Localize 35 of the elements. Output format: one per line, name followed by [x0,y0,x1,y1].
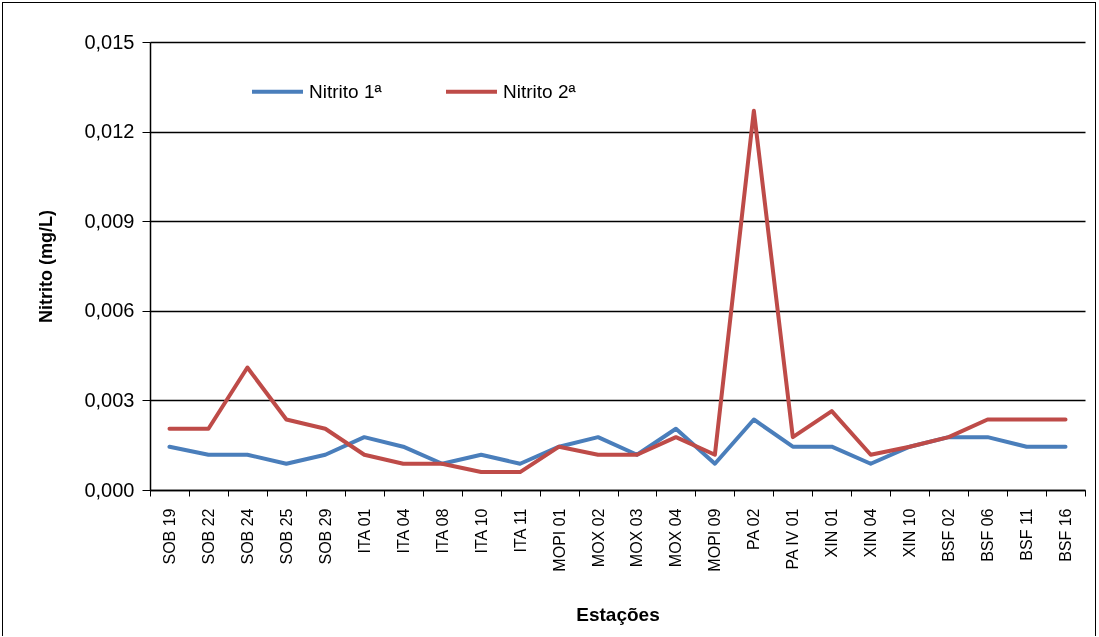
legend-label: Nitrito 2ª [503,80,577,102]
y-axis-title: Nitrito (mg/L) [36,210,57,323]
y-tick-label: 0,012 [84,120,135,143]
x-tick-label: BSF 16 [1057,508,1075,562]
x-tick-label: SOB 24 [238,508,256,565]
x-tick-label: MOX 02 [589,508,607,568]
x-tick-label: MOX 04 [667,508,685,568]
x-tick-label: SOB 22 [199,508,217,565]
x-tick-label: XIN 04 [862,508,880,558]
x-tick-label: SOB 25 [277,508,295,565]
x-axis-title: Estações [576,603,660,625]
x-tick-label: ITA 04 [394,508,412,554]
x-tick-label: XIN 01 [823,508,841,558]
x-tick-label: ITA 10 [472,508,490,554]
x-tick-label: BSF 02 [940,508,958,562]
x-tick-label: BSF 11 [1018,508,1036,561]
x-tick-label: XIN 10 [901,508,919,558]
y-tick-label: 0,015 [84,30,135,53]
x-tick-label: MOPI 01 [550,508,568,572]
x-tick-label: SOB 29 [316,508,334,565]
x-tick-label: ITA 01 [355,508,373,554]
x-tick-label: BSF 06 [979,508,997,562]
y-tick-label: 0,006 [84,299,135,322]
y-tick-label: 0,009 [84,209,135,232]
x-tick-label: MOX 03 [628,508,646,568]
x-tick-label: ITA 11 [511,508,529,553]
x-tick-label: SOB 19 [160,508,178,565]
x-tick-label: MOPI 09 [706,508,724,572]
x-tick-label: PA IV 01 [784,508,802,570]
legend-label: Nitrito 1ª [309,80,383,102]
x-tick-label: ITA 08 [433,508,451,554]
y-tick-label: 0,003 [84,388,135,411]
line-series [167,108,1068,475]
x-tick-label: PA 02 [745,508,763,551]
y-tick-label: 0,000 [84,478,135,501]
